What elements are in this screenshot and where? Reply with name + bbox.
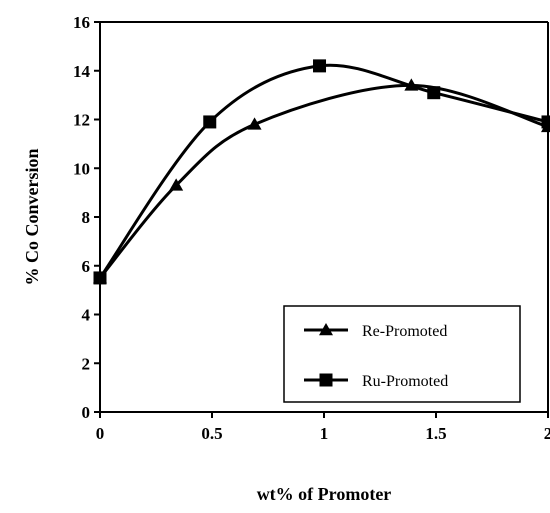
legend-marker-square bbox=[319, 373, 333, 387]
x-tick-label: 1.5 bbox=[425, 424, 446, 443]
y-tick-label: 2 bbox=[82, 354, 91, 373]
data-point-ru-promoted bbox=[541, 115, 550, 129]
x-tick-label: 1 bbox=[320, 424, 329, 443]
y-tick-label: 16 bbox=[73, 13, 90, 32]
series-ru-promoted bbox=[93, 59, 550, 285]
series-layer bbox=[93, 59, 550, 285]
y-tick-label: 0 bbox=[82, 403, 91, 422]
legend-items: Re-Promoted Ru-Promoted bbox=[304, 323, 448, 390]
y-tick-label: 8 bbox=[82, 208, 91, 227]
x-ticks: 0 0.5 1 1.5 2 bbox=[96, 412, 550, 443]
legend-label: Ru-Promoted bbox=[362, 373, 448, 390]
x-tick-label: 0 bbox=[96, 424, 105, 443]
legend-item-re-promoted: Re-Promoted bbox=[304, 323, 447, 340]
x-tick-label: 2 bbox=[544, 424, 550, 443]
y-tick-label: 12 bbox=[73, 111, 90, 130]
data-point-ru-promoted bbox=[427, 86, 441, 100]
series-line-ru-promoted bbox=[98, 63, 549, 279]
x-tick-label: 0.5 bbox=[201, 424, 222, 443]
legend-label: Re-Promoted bbox=[362, 323, 447, 340]
y-tick-label: 10 bbox=[73, 159, 90, 178]
y-axis-title: % Co Conversion bbox=[22, 148, 42, 285]
y-tick-label: 6 bbox=[82, 257, 91, 276]
data-point-re-promoted bbox=[169, 178, 184, 191]
legend-item-ru-promoted: Ru-Promoted bbox=[304, 373, 448, 390]
data-point-ru-promoted bbox=[203, 115, 217, 129]
y-tick-label: 4 bbox=[82, 306, 91, 325]
data-point-ru-promoted bbox=[313, 59, 327, 73]
data-point-re-promoted bbox=[247, 117, 262, 130]
y-tick-label: 14 bbox=[73, 62, 91, 81]
y-ticks: 0 2 4 6 8 10 12 14 16 bbox=[73, 13, 100, 422]
series-line-re-promoted bbox=[98, 83, 549, 279]
legend: Re-Promoted Ru-Promoted bbox=[283, 305, 521, 403]
x-axis-title: wt% of Promoter bbox=[257, 484, 392, 504]
legend-marker-triangle bbox=[319, 323, 333, 336]
data-point-ru-promoted bbox=[93, 271, 107, 285]
